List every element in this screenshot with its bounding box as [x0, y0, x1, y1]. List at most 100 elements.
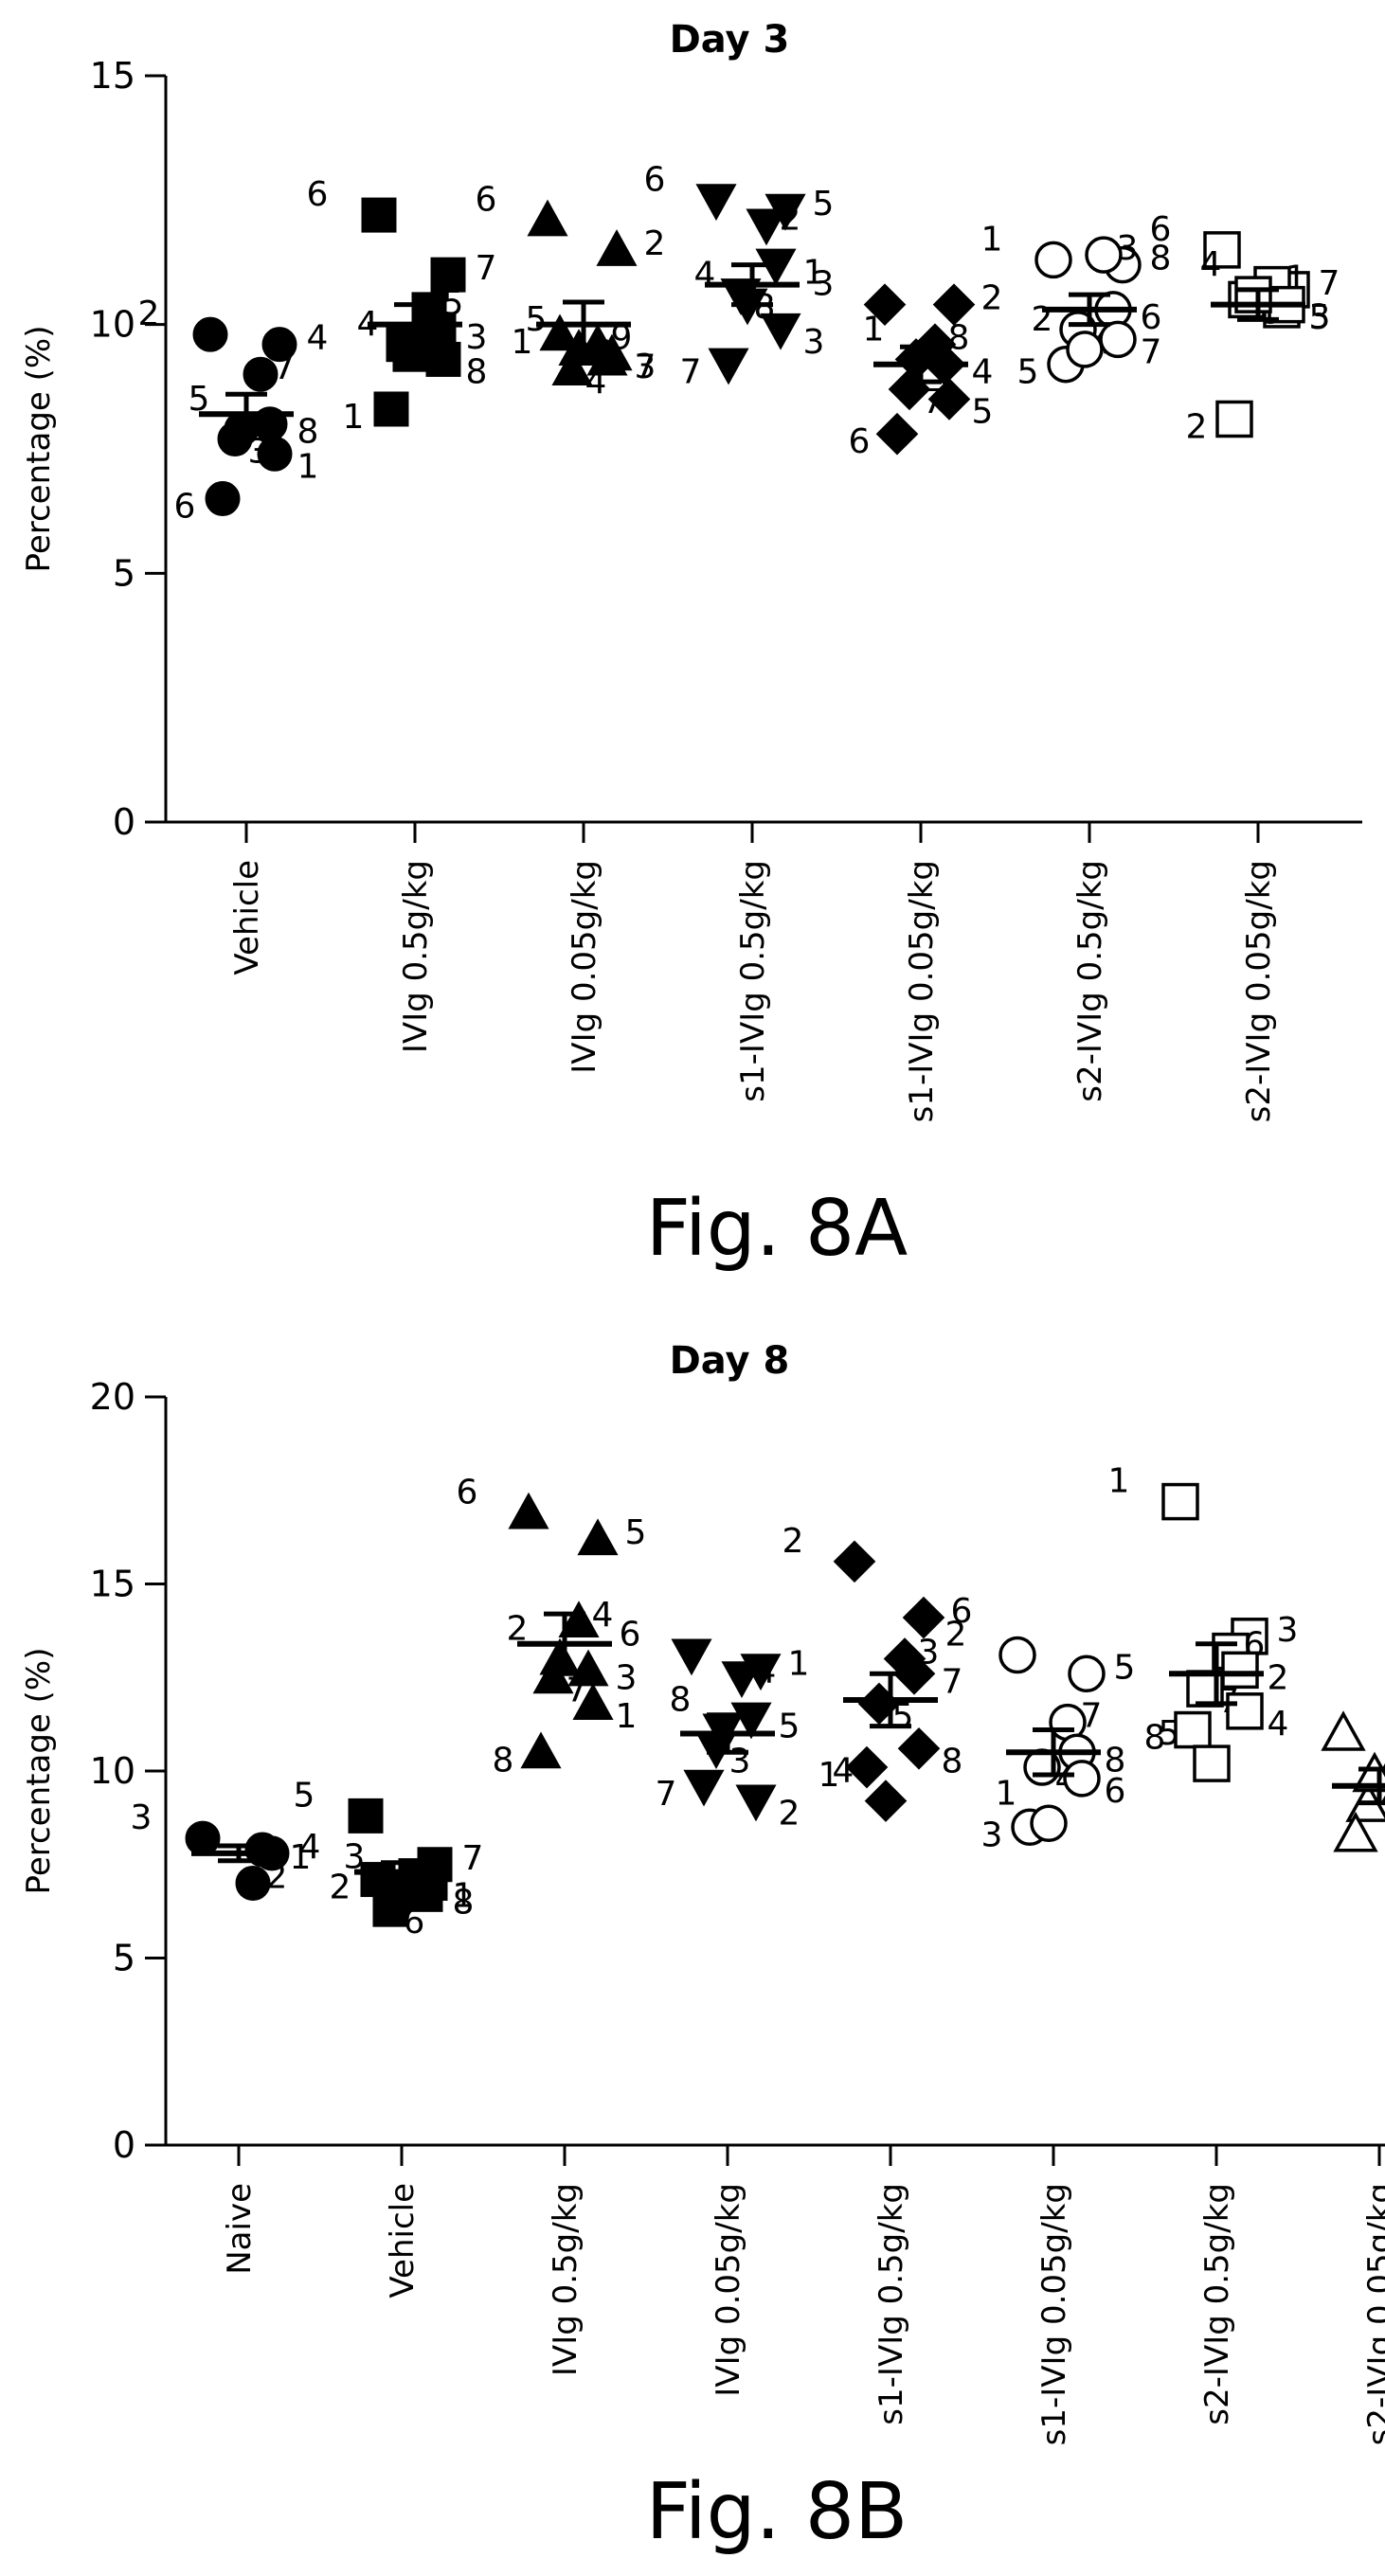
- figure-caption: Fig. 8A: [646, 1184, 908, 1274]
- series-group: 67532814: [307, 175, 497, 437]
- data-point: [708, 348, 749, 385]
- data-point: [373, 391, 409, 427]
- data-point: [261, 327, 297, 363]
- y-tick-label: 0: [113, 801, 135, 843]
- point-label: 2: [1186, 407, 1208, 446]
- data-point: [683, 1769, 725, 1807]
- point-label: 6: [951, 1592, 973, 1631]
- point-label: 2: [780, 200, 801, 239]
- point-label: 5: [1309, 298, 1331, 337]
- data-point: [863, 283, 907, 326]
- data-point: [527, 199, 568, 237]
- point-label: 6: [404, 1903, 425, 1941]
- data-point: [735, 1784, 777, 1822]
- point-label: 3: [616, 1658, 638, 1697]
- data-point: [1161, 1482, 1199, 1521]
- data-point: [577, 1518, 619, 1556]
- data-point: [730, 1702, 772, 1740]
- x-tick-label: IVIg 0.05g/kg: [566, 860, 603, 1074]
- y-tick-label: 0: [113, 2124, 135, 2166]
- point-label: 3: [1309, 298, 1331, 337]
- data-point: [551, 349, 593, 386]
- data-point: [1333, 1811, 1378, 1852]
- figure-caption: Fig. 8B: [646, 2467, 908, 2557]
- x-tick-label: s2-IVIg 0.05g/kg: [1361, 2183, 1385, 2445]
- data-point: [932, 283, 976, 326]
- point-label: 7: [274, 349, 296, 387]
- data-point: [1174, 1710, 1212, 1749]
- point-label: 1: [996, 1774, 1017, 1813]
- point-label: 8: [1150, 240, 1172, 278]
- series-group: 32847561: [813, 265, 1003, 462]
- series-group: 67158324: [1150, 210, 1340, 447]
- series-group: 3 421: [131, 1798, 320, 1901]
- point-label: 2: [507, 1610, 529, 1649]
- point-label: 1: [863, 310, 885, 349]
- point-label: 3: [344, 1837, 366, 1876]
- x-tick-label: s1-IVIg 0.05g/kg: [1035, 2183, 1073, 2445]
- y-tick-label: 20: [90, 1376, 135, 1418]
- data-point: [572, 1683, 614, 1720]
- data-point: [864, 1780, 908, 1822]
- point-label: 8: [493, 1741, 514, 1780]
- data-point: [1099, 320, 1137, 359]
- chart-title: Day 8: [670, 1339, 790, 1383]
- data-point: [875, 412, 919, 456]
- point-label: 4: [755, 1652, 777, 1690]
- x-tick-label: IVIg 0.05g/kg: [710, 2183, 747, 2397]
- x-tick-label: s1-IVIg 0.5g/kg: [734, 860, 772, 1102]
- point-label: 1: [297, 447, 319, 486]
- data-point: [520, 1731, 562, 1769]
- x-tick-label: s2-IVIg 0.05g/kg: [1240, 860, 1278, 1122]
- point-label: 7: [942, 1662, 963, 1701]
- data-point: [892, 1652, 936, 1695]
- data-point: [596, 229, 638, 266]
- point-label: 3: [803, 323, 825, 362]
- point-label: 7: [656, 1775, 677, 1814]
- point-label: 7: [476, 249, 497, 288]
- point-label: 6: [476, 180, 497, 219]
- point-label: 4: [592, 1596, 614, 1635]
- data-point: [257, 436, 293, 472]
- point-label: 1: [803, 254, 825, 293]
- data-point: [567, 1649, 609, 1687]
- point-label: 1: [512, 323, 533, 362]
- x-tick-label: s2-IVIg 0.5g/kg: [1198, 2183, 1236, 2425]
- point-label: 8: [1105, 1741, 1126, 1780]
- data-point: [508, 1492, 549, 1530]
- point-label: 1: [616, 1697, 638, 1736]
- point-label: 6: [1105, 1772, 1126, 1811]
- point-label: 4: [1200, 245, 1222, 284]
- data-point: [1030, 1804, 1068, 1843]
- point-label: 2: [779, 1795, 800, 1834]
- data-point: [1203, 231, 1241, 269]
- point-label: 5: [813, 185, 835, 224]
- x-tick-label: s1-IVIg 0.05g/kg: [903, 860, 941, 1122]
- point-label: 8: [466, 352, 488, 391]
- data-point: [1215, 400, 1253, 438]
- data-point: [558, 1601, 600, 1638]
- point-label: 3: [635, 348, 657, 386]
- data-point: [746, 208, 787, 246]
- point-label: 2: [330, 1869, 351, 1907]
- point-label: 5: [892, 1697, 914, 1736]
- x-tick-label: Vehicle: [228, 860, 266, 975]
- data-point: [205, 481, 241, 517]
- data-point: [591, 333, 633, 371]
- point-label: 4: [694, 256, 716, 295]
- series-group: 25784631: [945, 1616, 1136, 1855]
- point-label: 6: [849, 422, 871, 461]
- point-label: 3: [813, 265, 835, 304]
- point-label: 7: [462, 1839, 484, 1878]
- point-label: 4: [1268, 1705, 1289, 1744]
- point-label: 2: [138, 295, 160, 333]
- point-label: 5: [189, 380, 210, 419]
- point-label: 5: [625, 1513, 647, 1552]
- x-tick-label: s2-IVIg 0.5g/kg: [1071, 860, 1109, 1102]
- data-point: [1066, 331, 1104, 368]
- point-label: 7: [680, 353, 702, 392]
